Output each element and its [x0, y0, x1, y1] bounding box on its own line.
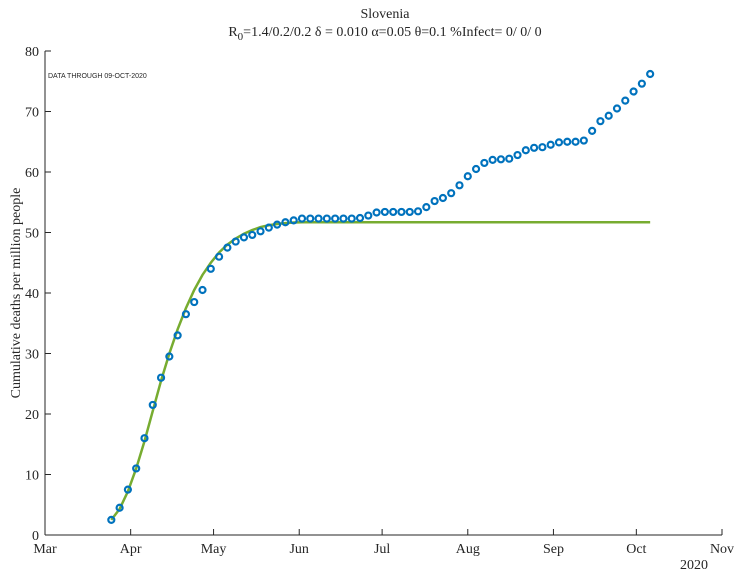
data-point	[629, 87, 638, 96]
data-point	[331, 214, 340, 223]
data-point	[505, 154, 514, 163]
data-point	[422, 202, 431, 212]
data-point	[314, 214, 323, 223]
x-axis-label: 2020	[680, 558, 708, 571]
data-point	[480, 158, 489, 168]
data-point	[389, 207, 398, 217]
y-tick-label: 30	[25, 348, 39, 363]
data-point	[214, 252, 224, 261]
data-point	[463, 172, 472, 181]
x-tick-label: Sep	[543, 542, 564, 557]
data-point	[397, 207, 406, 217]
data-point	[430, 196, 439, 206]
data-point	[646, 69, 655, 79]
data-point	[248, 230, 257, 240]
x-tick-label: Apr	[120, 542, 142, 557]
data-point	[181, 310, 191, 319]
data-point	[612, 104, 622, 113]
data-point	[637, 79, 646, 88]
x-tick-label: Oct	[626, 542, 646, 557]
data-point	[496, 155, 506, 164]
data-point	[289, 216, 298, 225]
subtitle-subscript: 0	[238, 31, 244, 43]
data-point	[513, 150, 522, 160]
x-tick-label: Jun	[289, 542, 308, 557]
data-point	[355, 213, 365, 223]
y-tick-label: 70	[25, 106, 39, 121]
data-point	[455, 181, 464, 190]
y-tick-label: 10	[25, 469, 39, 484]
y-tick-label: 40	[25, 287, 39, 302]
data-point	[107, 515, 116, 524]
data-point	[588, 126, 597, 135]
data-point	[306, 214, 315, 223]
data-point	[281, 218, 290, 227]
annotation: DATA THROUGH 09-OCT-2020	[48, 73, 147, 80]
data-point	[596, 117, 605, 126]
data-point	[115, 503, 124, 512]
chart-title: Slovenia	[361, 7, 411, 22]
data-point	[165, 352, 174, 361]
data-point	[239, 233, 249, 242]
data-point	[297, 214, 307, 223]
y-tick-label: 50	[25, 227, 39, 242]
data-point	[132, 464, 141, 473]
chart-subtitle: R0=1.4/0.2/0.2 δ = 0.010 α=0.05 θ=0.1 %I…	[228, 25, 541, 43]
data-point	[322, 214, 331, 223]
data-point	[471, 164, 481, 174]
data-point	[447, 189, 456, 198]
data-point	[148, 400, 157, 410]
data-point	[413, 207, 423, 216]
data-point	[190, 297, 199, 307]
data-point	[571, 137, 580, 146]
data-point	[554, 138, 564, 147]
data-point	[198, 285, 207, 295]
data-point	[256, 227, 265, 236]
y-tick-label: 0	[32, 529, 39, 544]
y-tick-label: 80	[25, 45, 39, 60]
data-point	[173, 331, 182, 340]
y-tick-label: 20	[25, 408, 39, 423]
data-point	[521, 146, 530, 155]
data-point	[347, 214, 356, 223]
data-point	[273, 220, 282, 229]
data-point	[538, 143, 547, 152]
data-point	[488, 155, 497, 164]
data-point	[372, 208, 381, 217]
subtitle-part: =1.4/0.2/0.2 δ = 0.010 α=0.05 θ=0.1 %Inf…	[243, 25, 541, 40]
model-line	[110, 220, 651, 521]
y-axis-label: Cumulative deaths per million people	[9, 188, 24, 399]
x-tick-label: May	[201, 542, 227, 557]
data-point	[264, 223, 273, 232]
data-point	[364, 211, 373, 220]
data-point	[579, 136, 588, 145]
data-point	[206, 264, 215, 273]
data-point	[438, 193, 448, 203]
data-point	[529, 143, 539, 152]
y-tick-label: 60	[25, 166, 39, 181]
x-tick-label: Aug	[456, 542, 480, 557]
data-point	[380, 207, 389, 217]
data-point	[621, 96, 630, 105]
data-point	[140, 434, 149, 443]
data-point	[123, 485, 132, 494]
x-tick-label: Mar	[33, 542, 57, 557]
data-point	[604, 111, 613, 120]
x-tick-label: Nov	[710, 542, 734, 557]
data-point	[223, 243, 232, 252]
data-point	[405, 207, 414, 217]
subtitle-part: R	[228, 25, 238, 40]
data-point	[339, 214, 348, 223]
data-point	[563, 137, 572, 146]
data-point	[231, 237, 240, 246]
x-tick-label: Jul	[374, 542, 390, 557]
data-point	[546, 140, 555, 149]
data-point	[156, 373, 166, 382]
